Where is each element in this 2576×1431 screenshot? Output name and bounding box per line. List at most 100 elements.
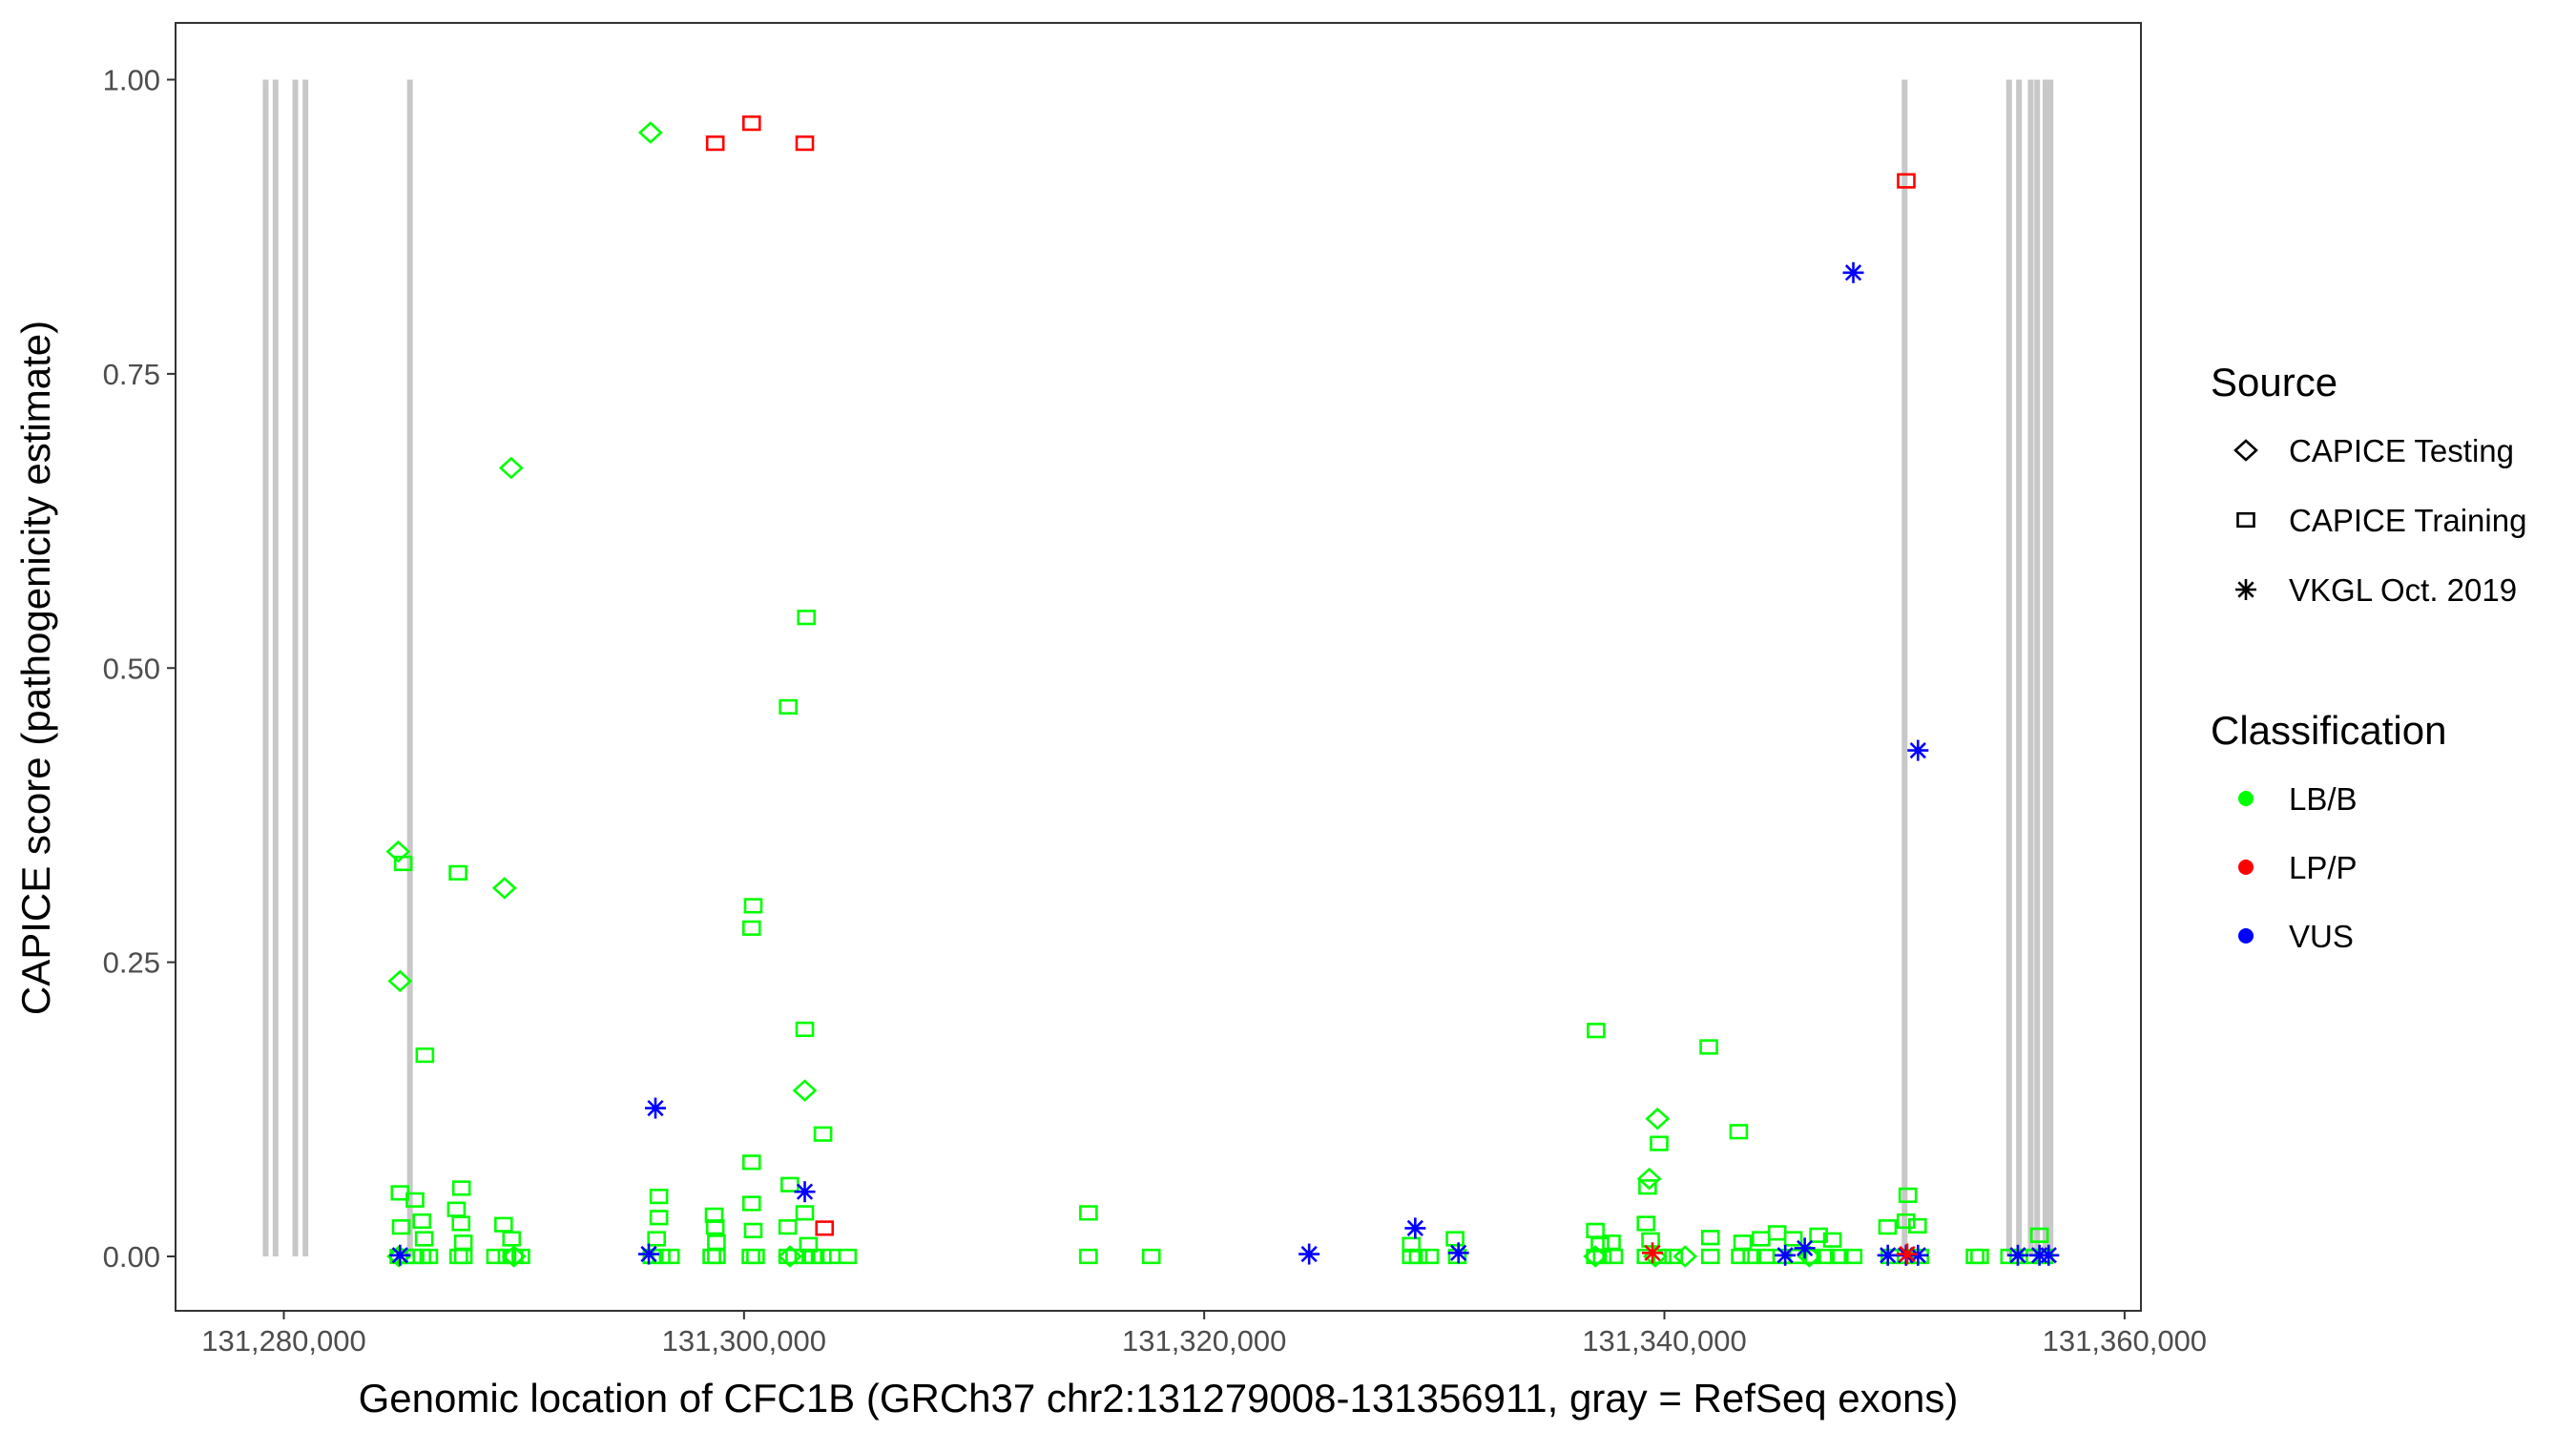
data-point <box>502 1231 522 1247</box>
data-point <box>451 1180 471 1196</box>
data-point <box>1638 1179 1657 1195</box>
data-point <box>387 969 413 993</box>
data-point <box>415 1047 435 1064</box>
data-point <box>1298 1243 1320 1265</box>
data-point <box>637 121 663 144</box>
legend-dot-icon <box>2238 791 2254 806</box>
data-point <box>498 456 524 480</box>
data-point <box>2006 1244 2028 1266</box>
data-point <box>511 1248 530 1265</box>
data-point <box>649 1188 669 1205</box>
legend-classification-label: LB/B <box>2289 781 2358 817</box>
y-tick-label: 0.50 <box>103 652 160 685</box>
data-point <box>1775 1244 1797 1266</box>
data-point <box>813 1126 833 1142</box>
data-point <box>1816 1248 1836 1265</box>
data-point <box>741 1154 761 1171</box>
data-point <box>453 1248 473 1265</box>
data-point <box>2038 1244 2060 1266</box>
data-point <box>386 1245 412 1268</box>
data-point <box>1700 1248 1720 1265</box>
data-point <box>743 898 763 914</box>
legend-diamond-icon <box>2233 439 2258 462</box>
legend-classification-label: LP/P <box>2289 850 2358 885</box>
x-axis-title: Genomic location of CFC1B (GRCh37 chr2:1… <box>359 1376 1959 1421</box>
data-point <box>705 1219 725 1235</box>
legend-dot-icon <box>2238 860 2254 875</box>
data-point <box>1636 1167 1662 1191</box>
data-point <box>1699 1039 1718 1055</box>
data-point <box>1809 1227 1828 1243</box>
legend-dot-icon <box>2238 928 2254 944</box>
data-point <box>501 1245 527 1268</box>
points-layer <box>385 115 2060 1268</box>
data-point <box>779 698 798 716</box>
data-point <box>1592 1248 1612 1265</box>
legend-source-label: VKGL Oct. 2019 <box>2289 572 2517 608</box>
data-point <box>1822 1232 1842 1248</box>
data-point <box>1731 1248 1750 1265</box>
y-tick-label: 0.75 <box>103 358 160 391</box>
data-point <box>1645 1107 1671 1130</box>
data-point <box>778 1219 798 1235</box>
data-point <box>1896 1213 1916 1230</box>
legend-asterisk-icon <box>2235 579 2256 600</box>
data-point <box>741 1195 761 1212</box>
x-tick-label: 131,360,000 <box>2043 1324 2207 1358</box>
data-point <box>795 135 815 152</box>
data-point <box>743 1222 763 1238</box>
data-point <box>1842 261 1864 283</box>
data-point <box>707 1248 726 1265</box>
plot-panel <box>175 22 2142 1312</box>
data-point <box>1970 1248 1989 1265</box>
data-point <box>815 1220 835 1236</box>
data-point <box>491 877 517 900</box>
data-point <box>746 1248 765 1265</box>
y-tick-label: 1.00 <box>103 64 160 97</box>
data-point <box>385 840 411 863</box>
data-point <box>795 1021 815 1038</box>
x-axis: 131,280,000 131,300,000 131,320,000 131,340… <box>201 1311 2207 1358</box>
data-point <box>660 1248 680 1265</box>
data-point <box>1141 1248 1161 1265</box>
data-point <box>1797 1245 1822 1268</box>
data-point <box>838 1248 858 1265</box>
legend-source-label: CAPICE Training <box>2289 503 2526 538</box>
data-point <box>649 1210 669 1226</box>
legend-source-title: Source <box>2211 360 2337 404</box>
data-point <box>1878 1219 1898 1235</box>
data-point <box>637 1243 659 1265</box>
x-tick-label: 131,300,000 <box>662 1324 826 1358</box>
data-point <box>1447 1242 1469 1264</box>
data-point <box>1583 1245 1609 1268</box>
data-point <box>1641 1242 1663 1264</box>
data-point <box>1408 1248 1428 1265</box>
data-point <box>1908 1217 1927 1234</box>
data-point <box>1742 1248 1761 1265</box>
data-point <box>451 1215 471 1232</box>
data-point <box>448 864 467 881</box>
data-point <box>741 920 761 936</box>
x-tick-label: 131,340,000 <box>1582 1324 1746 1358</box>
data-point <box>1896 1243 1918 1265</box>
y-tick-label: 0.25 <box>103 946 160 980</box>
data-point <box>1445 1231 1465 1247</box>
legend-classification-title: Classification <box>2211 708 2446 753</box>
data-point <box>1830 1248 1849 1265</box>
x-tick-label: 131,320,000 <box>1122 1324 1286 1358</box>
data-point <box>1636 1215 1656 1232</box>
legend-classification-label: VUS <box>2289 919 2354 954</box>
data-point <box>1404 1217 1426 1239</box>
data-point <box>1898 1187 1918 1203</box>
y-tick-label: 0.00 <box>103 1240 160 1274</box>
data-point <box>795 1205 815 1221</box>
data-point <box>1672 1245 1698 1268</box>
legend-square-icon <box>2236 511 2255 529</box>
data-point <box>414 1231 434 1247</box>
data-point <box>647 1231 666 1247</box>
data-point <box>1420 1248 1440 1265</box>
data-point <box>792 1079 818 1102</box>
data-point <box>405 1192 425 1208</box>
data-point <box>1652 1248 1672 1265</box>
data-point <box>1700 1230 1720 1246</box>
